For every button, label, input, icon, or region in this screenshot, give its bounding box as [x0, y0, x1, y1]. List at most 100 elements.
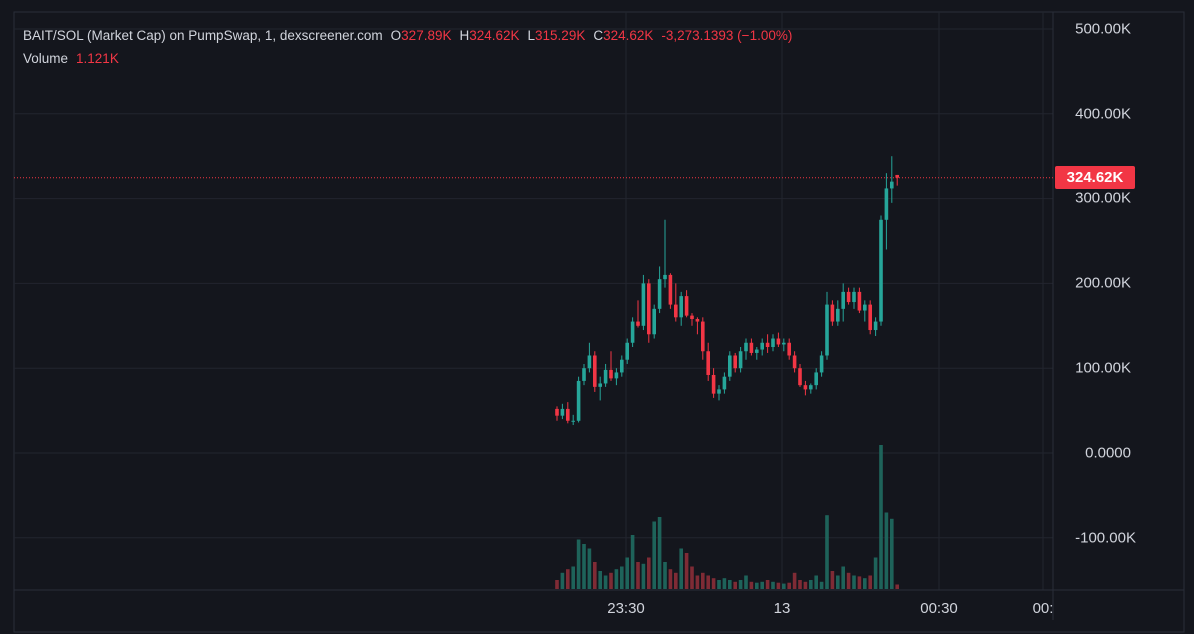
- volume-bar: [722, 578, 727, 589]
- volume-bar: [695, 575, 700, 589]
- volume-bar: [555, 580, 559, 589]
- candle-body: [620, 359, 624, 373]
- volume-bar: [868, 575, 872, 589]
- volume-bar: [571, 566, 575, 589]
- volume-bar: [836, 575, 840, 589]
- candle-body: [647, 283, 651, 335]
- volume-row: Volume 1.121K: [23, 47, 792, 70]
- candle-body: [679, 296, 683, 318]
- candle-body: [728, 355, 732, 377]
- volume-bar: [733, 581, 737, 589]
- volume-bar: [755, 582, 759, 589]
- x-tick-label: 00:: [1032, 600, 1054, 617]
- volume-bar: [641, 563, 646, 589]
- candle-body: [787, 342, 791, 356]
- volume-bar: [636, 562, 640, 589]
- volume-label: Volume: [23, 51, 69, 66]
- volume-bar: [690, 566, 694, 589]
- candle-body: [830, 304, 835, 322]
- candle-body: [760, 342, 764, 350]
- volume-bar: [614, 569, 619, 589]
- change-value: -3,273.1393 (−1.00%): [661, 28, 793, 43]
- high-value: 324.62K: [469, 28, 520, 43]
- volume-bar: [668, 569, 673, 589]
- y-tick-label: 100.00K: [1075, 359, 1131, 377]
- candle-body: [717, 389, 721, 394]
- volume-bar: [863, 578, 867, 589]
- volume-bar: [717, 580, 721, 589]
- volume-bar: [879, 445, 883, 589]
- chart-legend: BAIT/SOL (Market Cap) on PumpSwap, 1, de…: [23, 24, 792, 70]
- candle-body: [803, 385, 808, 390]
- volume-bar: [873, 557, 878, 589]
- candle-body: [641, 283, 646, 326]
- candle-body: [884, 188, 889, 220]
- volume-bar: [749, 581, 754, 589]
- open-value: 327.89K: [401, 28, 452, 43]
- candle-body: [598, 383, 602, 387]
- x-tick-label: 13: [773, 600, 791, 617]
- volume-bar: [706, 575, 710, 589]
- low-value: 315.29K: [535, 28, 586, 43]
- y-tick-label: 400.00K: [1075, 105, 1131, 123]
- candle-body: [792, 355, 797, 369]
- candle-body: [771, 338, 775, 347]
- high-label: H: [459, 28, 470, 43]
- candle-body: [674, 304, 678, 318]
- candle-body: [701, 321, 705, 352]
- candle-body: [711, 374, 716, 394]
- candle-body: [636, 321, 640, 326]
- candle-body: [652, 308, 656, 335]
- volume-bar: [846, 572, 851, 589]
- volume-bar: [598, 571, 602, 589]
- volume-bar: [809, 580, 813, 589]
- y-tick-label: 0.0000: [1085, 444, 1131, 462]
- volume-bar: [625, 557, 629, 589]
- volume-bar: [679, 548, 683, 589]
- candle-body: [868, 304, 872, 331]
- candle-body: [560, 408, 565, 416]
- volume-bar: [663, 562, 667, 589]
- volume-bar: [566, 569, 570, 589]
- candle-body: [776, 338, 781, 345]
- candle-body: [555, 408, 559, 416]
- volume-bar: [787, 582, 791, 589]
- candle-body: [625, 342, 629, 360]
- volume-bar: [765, 580, 770, 589]
- y-tick-label: 300.00K: [1075, 189, 1131, 207]
- candle-body: [895, 174, 899, 178]
- open-label: O: [390, 28, 402, 43]
- volume-bar: [744, 575, 748, 589]
- candle-body: [609, 369, 613, 379]
- low-label: L: [527, 28, 536, 43]
- candle-body: [765, 342, 770, 347]
- y-tick-label: -100.00K: [1075, 529, 1136, 547]
- candle-body: [749, 342, 754, 353]
- volume-bar: [609, 572, 613, 589]
- candle-body: [809, 385, 813, 390]
- volume-value: 1.121K: [76, 51, 119, 66]
- chart-frame: [13, 11, 1185, 633]
- volume-bar: [587, 548, 592, 589]
- close-label: C: [593, 28, 604, 43]
- candle-body: [657, 279, 662, 309]
- candle-body: [614, 372, 619, 379]
- volume-bar: [895, 584, 899, 589]
- volume-bar: [603, 575, 608, 589]
- candle-body: [852, 291, 856, 303]
- candle-body: [722, 376, 727, 390]
- candle-body: [706, 351, 710, 375]
- y-tick-label: 200.00K: [1075, 274, 1131, 292]
- candle-body: [890, 181, 894, 189]
- candle-body: [571, 420, 575, 422]
- candle-body: [846, 291, 851, 303]
- volume-bar: [582, 544, 586, 589]
- volume-bar: [684, 553, 689, 589]
- volume-bar: [560, 572, 565, 589]
- candle-body: [819, 355, 824, 373]
- candle-body: [814, 372, 818, 386]
- volume-bar: [884, 512, 889, 589]
- volume-bar: [782, 583, 786, 589]
